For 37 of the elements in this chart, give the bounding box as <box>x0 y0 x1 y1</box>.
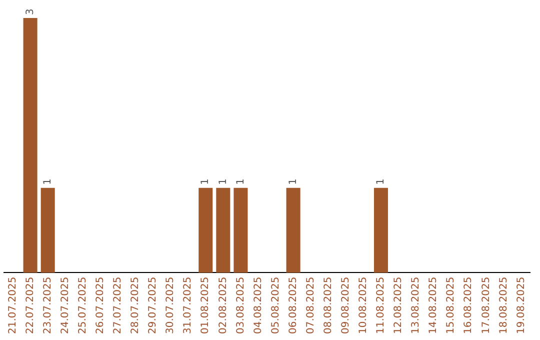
x-tick-label: 08.08.2025 <box>322 276 334 334</box>
x-tick-label: 21.07.2025 <box>7 276 18 334</box>
x-tick-label: 15.08.2025 <box>446 276 457 334</box>
x-tick-label: 26.07.2025 <box>95 276 106 334</box>
x-tick-label: 14.08.2025 <box>428 276 440 334</box>
x-tick-label: 11.08.2025 <box>376 276 387 334</box>
x-tick-label: 03.08.2025 <box>235 276 246 334</box>
data-label: 1 <box>376 178 387 185</box>
x-tick-label: 23.07.2025 <box>42 276 54 334</box>
x-tick-label: 27.07.2025 <box>112 276 124 334</box>
x-tick-label: 10.08.2025 <box>358 276 370 334</box>
x-tick-label: 18.08.2025 <box>498 276 510 334</box>
data-label: 1 <box>235 178 246 185</box>
x-tick-label: 24.07.2025 <box>60 276 71 334</box>
data-label: 1 <box>200 178 212 185</box>
data-label: 1 <box>218 178 229 185</box>
x-tick-label: 30.07.2025 <box>165 276 176 334</box>
x-tick-label: 19.08.2025 <box>516 276 527 334</box>
x-tick-label: 13.08.2025 <box>410 276 422 334</box>
data-label: 1 <box>42 178 54 185</box>
x-tick-label: 12.08.2025 <box>393 276 404 334</box>
x-tick-label: 09.08.2025 <box>340 276 352 334</box>
x-tick-label: 17.08.2025 <box>480 276 492 334</box>
x-tick-label: 04.08.2025 <box>252 276 264 334</box>
x-tick-label: 31.07.2025 <box>182 276 194 334</box>
x-tick-label: 25.07.2025 <box>77 276 88 334</box>
x-tick-label: 06.08.2025 <box>288 276 299 334</box>
x-tick-label: 07.08.2025 <box>305 276 316 334</box>
data-label: 3 <box>24 8 36 15</box>
x-tick-label: 22.07.2025 <box>24 276 36 334</box>
x-tick-label: 29.07.2025 <box>148 276 159 334</box>
x-tick-label: 16.08.2025 <box>463 276 474 334</box>
x-tick-label: 28.07.2025 <box>130 276 142 334</box>
x-tick-label: 01.08.2025 <box>200 276 212 334</box>
data-label: 1 <box>288 178 299 185</box>
x-tick-label: 05.08.2025 <box>270 276 282 334</box>
x-tick-label: 02.08.2025 <box>218 276 229 334</box>
